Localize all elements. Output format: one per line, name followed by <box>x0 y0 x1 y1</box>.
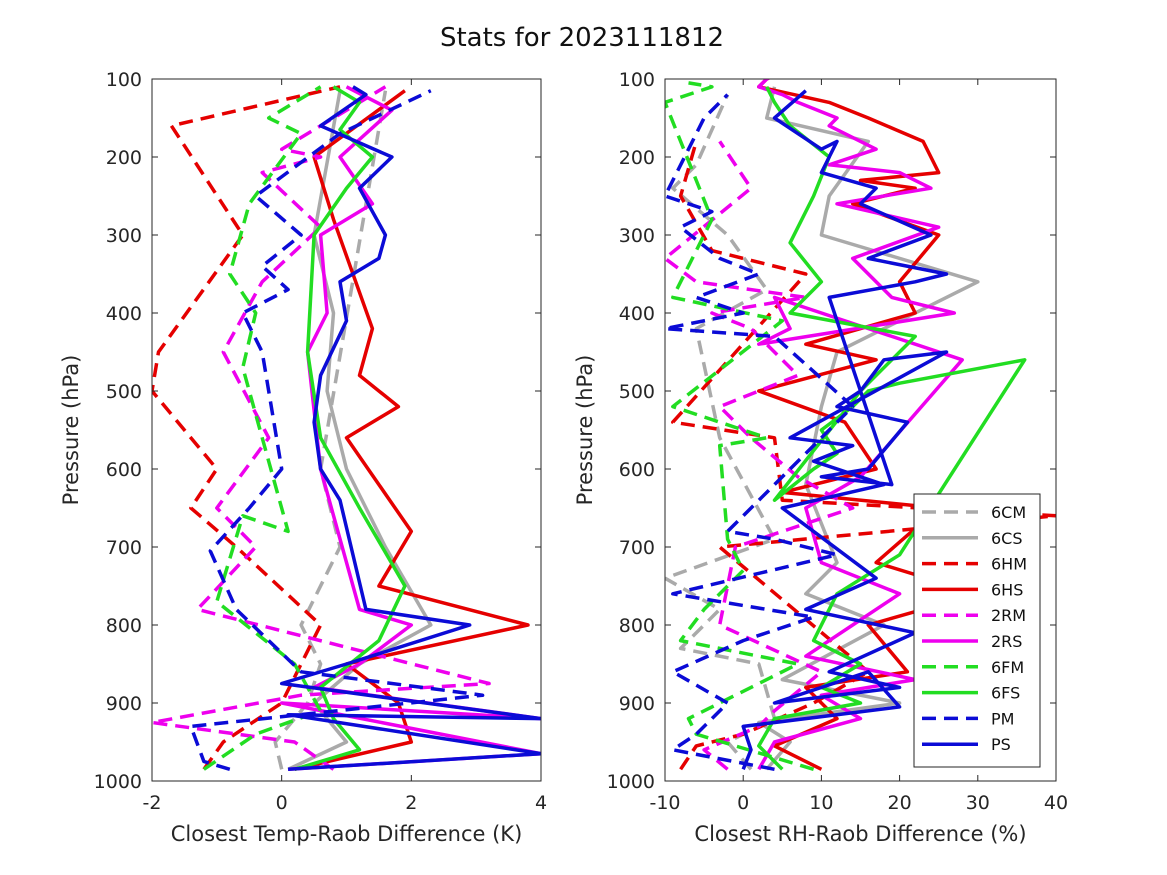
rh-series-6fm <box>665 81 815 771</box>
rh-y-tick-label: 500 <box>619 381 655 403</box>
legend: 6CM 6CS 6HM 6HS 2RM 2RS 6FM 6FS PM PS <box>913 493 1041 768</box>
legend-label-pm: PM <box>991 709 1014 728</box>
rh-y-axis-label: Pressure (hPa) <box>573 355 597 506</box>
temp-y-tick-label: 900 <box>106 693 142 715</box>
temp-y-tick-label: 600 <box>106 459 142 481</box>
temp-x-tick-label: -2 <box>143 792 162 814</box>
rh-x-tick-label: -10 <box>649 792 680 814</box>
temp-x-tick-label: 0 <box>276 792 288 814</box>
temp-y-tick-label: 400 <box>106 303 142 325</box>
temp-y-tick-label: 800 <box>106 615 142 637</box>
legend-label-6hm: 6HM <box>991 555 1027 574</box>
temp-series-pm <box>189 89 485 771</box>
rh-axes-box <box>664 78 1057 782</box>
temp-y-axis-label: Pressure (hPa) <box>59 355 83 506</box>
temp-series-2rs <box>279 85 541 772</box>
rh-series-ps <box>741 89 949 770</box>
legend-label-6cs: 6CS <box>991 529 1023 548</box>
rh-y-tick-label: 600 <box>619 459 655 481</box>
rh-y-tick-label: 900 <box>619 693 655 715</box>
temp-y-tick-label: 700 <box>106 537 142 559</box>
rh-x-tick-label: 40 <box>1044 792 1068 814</box>
legend-label-6fm: 6FM <box>991 658 1024 677</box>
temp-series-6hm <box>152 85 341 771</box>
rh-series-2rs <box>757 79 964 771</box>
temp-x-axis-label: Closest Temp-Raob Difference (K) <box>171 822 523 846</box>
temp-x-tick-label: 2 <box>405 792 417 814</box>
rh-x-tick-label: 20 <box>888 792 912 814</box>
legend-label-2rm: 2RM <box>991 606 1026 625</box>
legend-label-6hs: 6HS <box>991 580 1023 599</box>
temp-series-2rm <box>152 85 491 771</box>
rh-y-tick-label: 800 <box>619 615 655 637</box>
rh-y-tick-label: 200 <box>619 147 655 169</box>
temp-axes-box <box>151 78 542 782</box>
rh-y-tick-label: 1000 <box>607 771 655 793</box>
rh-series-6fs <box>757 86 1027 771</box>
temp-y-tick-label: 1000 <box>94 771 142 793</box>
rh-y-tick-label: 700 <box>619 537 655 559</box>
figure-title: Stats for 2023111812 <box>440 23 724 53</box>
rh-series-2rm <box>665 140 855 771</box>
rh-panel: -10 0 10 20 30 40 100 200 300 400 500 600 700 800 900 1… <box>573 69 1068 846</box>
legend-label-ps: PS <box>991 735 1011 754</box>
rh-y-tick-label: 100 <box>619 69 655 91</box>
rh-x-axis-label: Closest RH-Raob Difference (%) <box>694 822 1026 846</box>
rh-x-tick-label: 0 <box>737 792 749 814</box>
temp-y-tick-label: 200 <box>106 147 142 169</box>
temp-series-6fm <box>202 85 323 771</box>
temp-y-tick-label: 500 <box>106 381 142 403</box>
rh-series-6hs <box>757 79 980 771</box>
rh-series-pm <box>665 93 855 772</box>
legend-label-6cm: 6CM <box>991 503 1026 522</box>
rh-y-tick-label: 400 <box>619 303 655 325</box>
legend-label-2rs: 2RS <box>991 632 1022 651</box>
temp-series-ps <box>279 85 541 772</box>
rh-x-tick-label: 10 <box>809 792 833 814</box>
temp-x-tick-label: 4 <box>535 792 547 814</box>
rh-y-tick-label: 300 <box>619 225 655 247</box>
rh-x-tick-label: 30 <box>966 792 990 814</box>
temp-y-tick-label: 300 <box>106 225 142 247</box>
legend-label-6fs: 6FS <box>991 684 1020 703</box>
temp-panel: -2 0 2 4 100 200 300 400 500 600 700 800 900 1000 Clo… <box>59 69 547 846</box>
temp-y-tick-label: 100 <box>106 69 142 91</box>
